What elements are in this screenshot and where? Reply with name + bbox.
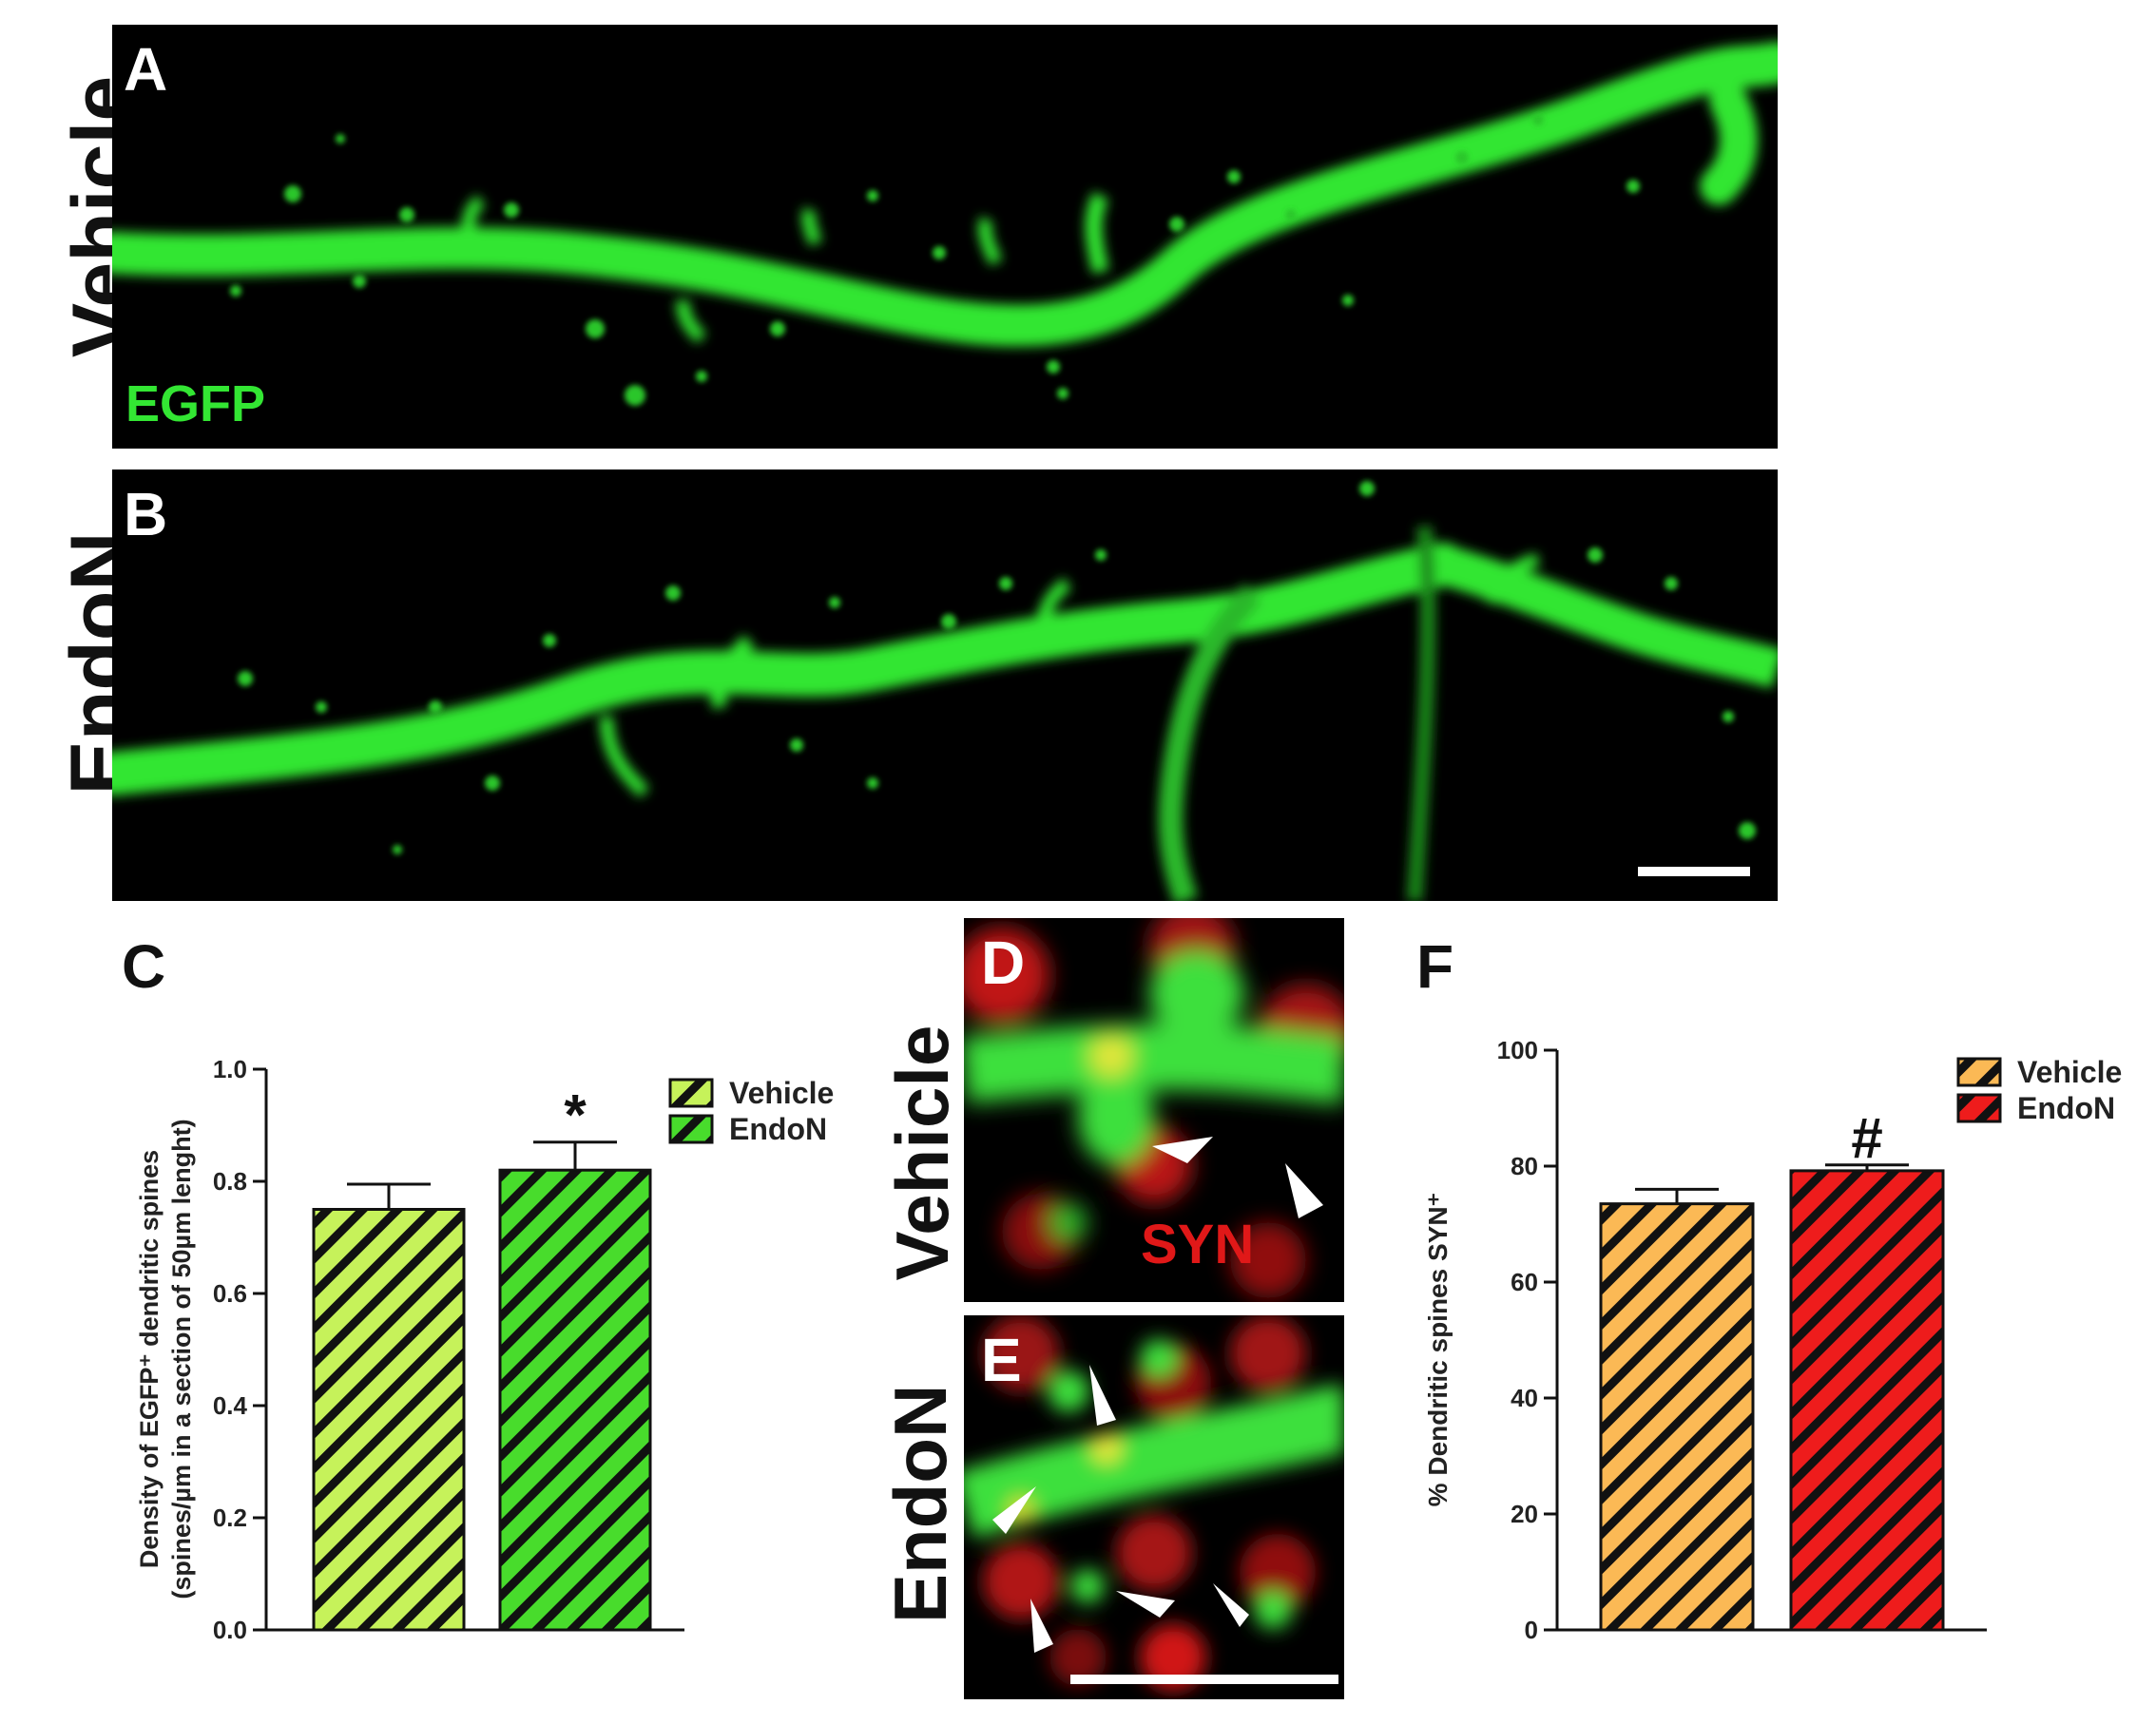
micrograph-d: D SYN: [964, 918, 1344, 1302]
bar-endon: [498, 1168, 652, 1632]
synapse-image-d: [964, 918, 1344, 1298]
y-tick-label: 1.0: [213, 1055, 247, 1083]
chart-f-svg: 0 20 40 60 80 100 # % Dendritic spines SYN⁺ Vehi…: [1423, 1036, 2122, 1644]
panel-letter-c: C: [122, 932, 166, 1001]
dendrite-image-b: [112, 481, 1778, 901]
y-tick-label: 0: [1525, 1616, 1538, 1644]
y-tick-label: 60: [1511, 1268, 1538, 1296]
synapse-image-e: [964, 1315, 1344, 1691]
y-axis-label-group: % Dendritic spines SYN⁺: [1423, 1193, 1453, 1507]
significance-marker: #: [1851, 1106, 1882, 1170]
bar-vehicle: [1599, 1202, 1755, 1632]
y-tick-label: 0.2: [213, 1504, 247, 1532]
row-label-vehicle-d: Vehicle: [880, 1025, 964, 1281]
chart-c: 0.0 0.2 0.4 0.6 0.8 1.0 * Density of EGFP⁺ dend…: [114, 998, 894, 1663]
y-tick-label: 0.0: [213, 1616, 247, 1644]
significance-marker: *: [564, 1083, 587, 1147]
syn-stain-label: SYN: [1141, 1214, 1255, 1275]
y-axis-label-line1: Density of EGFP⁺ dendritic spines: [135, 1150, 164, 1568]
arrowhead-e-1: [1089, 1365, 1116, 1426]
panel-letter-a: A: [124, 35, 168, 104]
legend-label-endon: EndoN: [729, 1112, 827, 1146]
arrowhead-e-2: [992, 1486, 1036, 1534]
egfp-stain-label: EGFP: [125, 375, 266, 432]
panel-letter-b: B: [124, 480, 168, 548]
panel-letter-e: E: [981, 1326, 1022, 1394]
micrograph-a: A EGFP: [112, 25, 1778, 449]
scale-bar-b: [1638, 867, 1750, 876]
legend-swatch-endon: [1956, 1093, 2002, 1123]
chart-c-svg: 0.0 0.2 0.4 0.6 0.8 1.0 * Density of EGFP⁺ dend…: [135, 1055, 834, 1644]
y-tick-label: 0.6: [213, 1279, 247, 1308]
panel-letter-d: D: [981, 929, 1026, 997]
legend-swatch-vehicle: [1956, 1057, 2002, 1087]
y-tick-label: 0.8: [213, 1167, 247, 1196]
bar-vehicle: [312, 1208, 466, 1632]
y-axis-label-group: Density of EGFP⁺ dendritic spines (spines…: [135, 1119, 196, 1599]
y-tick-label: 0.4: [213, 1391, 248, 1420]
arrowhead-d-1: [1152, 1137, 1213, 1163]
arrowhead-e-5: [1213, 1583, 1249, 1627]
legend-swatch-vehicle: [668, 1078, 714, 1108]
y-axis-label: % Dendritic spines SYN⁺: [1423, 1193, 1453, 1507]
y-tick-label: 80: [1511, 1152, 1538, 1180]
legend-label-vehicle: Vehicle: [2017, 1055, 2122, 1089]
y-tick-label: 40: [1511, 1384, 1538, 1412]
arrowhead-e-3: [1030, 1599, 1053, 1653]
legend-label-endon: EndoN: [2017, 1091, 2115, 1125]
panel-letter-f: F: [1416, 932, 1454, 1001]
bar-endon: [1789, 1169, 1945, 1632]
y-tick-label: 20: [1511, 1500, 1538, 1528]
scale-bar-e: [1070, 1675, 1338, 1684]
legend-swatch-endon: [668, 1114, 714, 1144]
y-axis-label-line2: (spines/µm in a section of 50µm lenght): [167, 1119, 196, 1599]
legend-label-vehicle: Vehicle: [729, 1076, 834, 1110]
chart-f: 0 20 40 60 80 100 # % Dendritic spines SYN⁺ Vehi…: [1397, 998, 2148, 1663]
micrograph-e: E: [964, 1315, 1344, 1699]
y-tick-label: 100: [1497, 1036, 1538, 1064]
row-label-endon-e: EndoN: [878, 1384, 962, 1623]
dendrite-image-a: [112, 42, 1778, 406]
arrowhead-e-4: [1116, 1591, 1175, 1618]
micrograph-b: B: [112, 469, 1778, 901]
arrowhead-d-2: [1285, 1163, 1323, 1218]
